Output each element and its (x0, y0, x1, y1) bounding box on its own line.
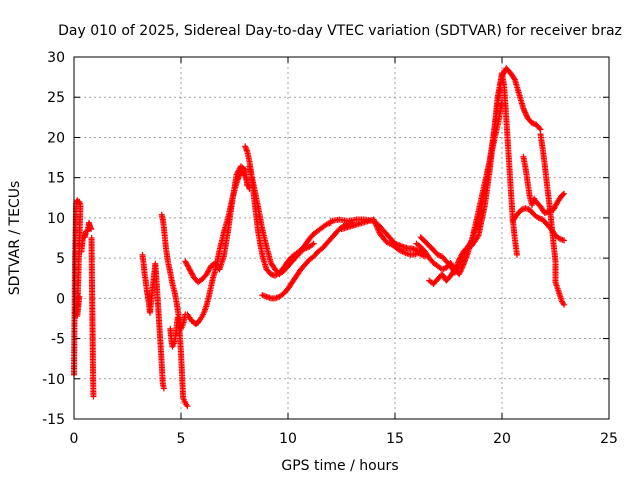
data-point-marker (459, 264, 466, 271)
data-point-marker (456, 269, 463, 276)
series-seg-8h-b (246, 163, 317, 278)
data-point-marker (521, 106, 528, 113)
series-seg-3h (139, 251, 167, 392)
data-points (71, 65, 568, 410)
series-seg-9h-low (259, 219, 356, 302)
series-seg-4h-upper (158, 211, 189, 332)
data-point-marker (520, 105, 527, 112)
data-point-marker (561, 237, 568, 244)
data-point-marker (160, 385, 167, 392)
data-point-marker (510, 75, 517, 82)
data-point-marker (458, 267, 465, 274)
data-point-marker (244, 182, 251, 189)
data-point-marker (310, 240, 317, 247)
x-axis: 0 5 10 15 20 25 (70, 57, 618, 447)
data-point-marker (184, 403, 191, 410)
data-point-marker (513, 251, 520, 258)
data-point-marker (456, 271, 463, 278)
data-point-marker (88, 226, 95, 233)
y-tick-label: 25 (47, 90, 65, 106)
data-point-marker (561, 301, 568, 308)
y-tick-label: 10 (47, 211, 65, 227)
data-point-marker (458, 265, 465, 272)
series-seg-20h (509, 205, 568, 244)
x-tick-label: 20 (493, 431, 511, 447)
y-tick-label: 30 (47, 50, 65, 66)
data-point-marker (474, 233, 481, 240)
chart-title: Day 010 of 2025, Sidereal Day-to-day VTE… (58, 23, 622, 39)
data-point-marker (459, 262, 466, 269)
y-tick-label: 15 (47, 171, 65, 187)
data-point-marker (521, 108, 528, 115)
data-point-marker (561, 190, 568, 197)
x-tick-label: 0 (70, 431, 79, 447)
data-point-marker (522, 111, 529, 118)
x-tick-label: 10 (279, 431, 297, 447)
series-seg-5h-b (182, 163, 251, 286)
data-point-marker (523, 112, 530, 119)
x-tick-label: 15 (386, 431, 404, 447)
series-seg-5h (184, 168, 253, 328)
data-point-marker (90, 393, 97, 400)
y-tick-label: -10 (42, 372, 65, 388)
y-tick-label: 5 (56, 251, 65, 267)
data-point-marker (559, 191, 566, 198)
data-point-marker (457, 268, 464, 275)
data-point-marker (536, 125, 543, 132)
series-seg-early-a (71, 197, 84, 378)
data-point-marker (72, 309, 79, 316)
x-tick-label: 25 (600, 431, 618, 447)
series-seg-4h-lower (167, 314, 191, 410)
data-point-marker (522, 109, 529, 116)
x-tick-label: 5 (177, 431, 186, 447)
y-tick-label: -5 (51, 332, 65, 348)
data-point-marker (499, 99, 505, 106)
series-seg-early-b (78, 219, 95, 255)
series-seg-17h (426, 99, 505, 287)
series-seg-13h-b (338, 216, 428, 260)
series-seg-early-c (88, 235, 97, 400)
y-tick-label: 20 (47, 130, 65, 146)
y-tick-label: -15 (42, 412, 65, 428)
grid-lines (74, 57, 609, 419)
plot-frame (73, 56, 610, 420)
y-tick-label: 0 (56, 291, 65, 307)
series-seg-22h (537, 131, 568, 308)
y-axis-label: SDTVAR / TECUs (7, 181, 23, 296)
x-axis-label: GPS time / hours (281, 458, 398, 474)
